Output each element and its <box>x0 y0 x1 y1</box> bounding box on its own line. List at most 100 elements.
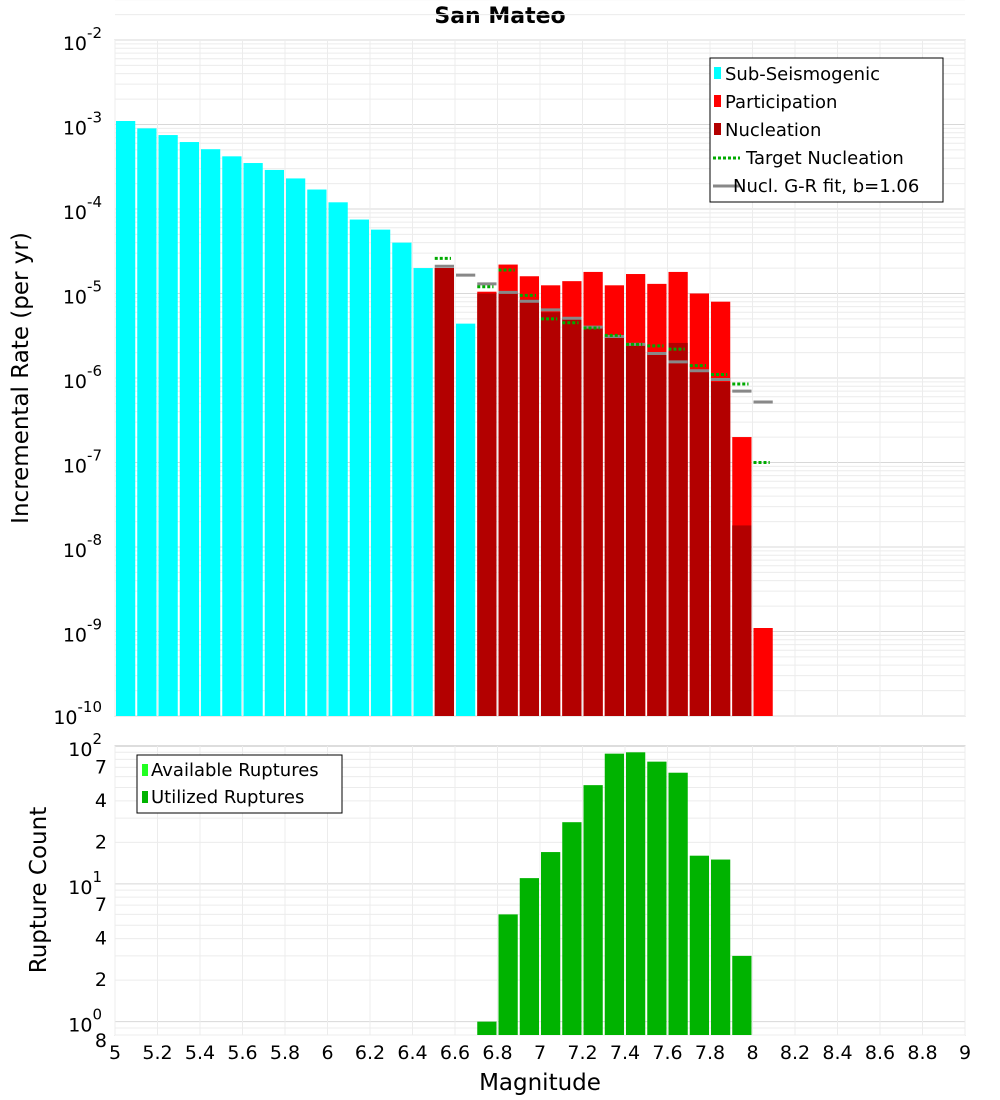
bar-utilized-ruptures-6.7 <box>477 1021 497 1035</box>
x-tick-label: 6 <box>321 1042 333 1064</box>
x-tick-label: 6.6 <box>440 1042 470 1064</box>
bar-utilized-ruptures-6.8 <box>498 914 518 1035</box>
bar-nucleation-6.5 <box>434 268 454 716</box>
bottom-y-minor-tick-label: 2 <box>95 969 107 991</box>
legend-label-nucleation: Nucleation <box>725 120 821 141</box>
x-tick-label: 6.2 <box>355 1042 385 1064</box>
bar-nucleation-7.6 <box>668 342 688 716</box>
x-tick-label: 8.4 <box>822 1042 852 1064</box>
bar-utilized-ruptures-7.8 <box>711 859 731 1035</box>
legend-label-available: Available Ruptures <box>151 760 319 781</box>
bar-nucleation-7.5 <box>647 352 667 716</box>
chart-title: San Mateo <box>434 4 565 29</box>
x-tick-label: 6.8 <box>482 1042 512 1064</box>
x-tick-label: 7.4 <box>610 1042 640 1064</box>
bar-utilized-ruptures-7.6 <box>668 772 688 1035</box>
bar-nucleation-7.3 <box>604 337 624 716</box>
top-bars <box>116 121 773 717</box>
bar-sub-seismogenic-6.1 <box>349 219 369 717</box>
x-tick-label: 7.2 <box>567 1042 597 1064</box>
bottom-grid <box>114 746 966 1036</box>
bar-sub-seismogenic-5.6 <box>243 163 263 716</box>
top-y-tick-label: 10-3 <box>63 109 102 140</box>
top-y-tick-label: 10-5 <box>63 278 102 309</box>
x-tick-label: 5.4 <box>185 1042 215 1064</box>
x-tick-label: 8.2 <box>780 1042 810 1064</box>
bottom-y-minor-tick-label: 7 <box>95 894 107 916</box>
legend-swatch-nucleation <box>714 123 721 135</box>
bar-utilized-ruptures-7.5 <box>647 761 667 1035</box>
bar-sub-seismogenic-6.2 <box>371 229 391 716</box>
bar-nucleation-7.0 <box>541 312 561 716</box>
x-tick-label: 5.8 <box>270 1042 300 1064</box>
bar-sub-seismogenic-5.1 <box>137 128 157 716</box>
bar-utilized-ruptures-6.9 <box>519 878 539 1035</box>
bar-utilized-ruptures-7.4 <box>626 752 646 1035</box>
top-y-tick-labels: 10-10 10-9 10-8 10-7 10-6 10-5 10-4 10-3 10-2 <box>53 24 102 729</box>
bar-sub-seismogenic-5.4 <box>201 149 221 716</box>
x-tick-labels: 5 5.2 5.4 5.6 5.8 6 6.2 6.4 6.6 6.8 7 7.2 7.4 7.6 7.8 8… <box>109 1042 971 1064</box>
x-tick-label: 7.8 <box>695 1042 725 1064</box>
bar-utilized-ruptures-7.3 <box>604 753 624 1035</box>
bottom-legend-box <box>136 754 343 814</box>
legend-label-sub_seismogenic: Sub-Seismogenic <box>725 64 880 85</box>
bottom-y-tick-label: 100 <box>68 1006 102 1037</box>
x-tick-label: 6.4 <box>397 1042 427 1064</box>
bar-sub-seismogenic-5.2 <box>158 135 178 717</box>
bar-utilized-ruptures-7.7 <box>689 855 709 1035</box>
bar-sub-seismogenic-5.9 <box>307 189 327 716</box>
bottom-y-minor-tick-label: 2 <box>95 831 107 853</box>
bar-nucleation-7.4 <box>626 344 646 716</box>
bottom-y-tick-label: 101 <box>68 868 102 899</box>
bar-utilized-ruptures-7.9 <box>732 955 752 1035</box>
bar-nucleation-7.2 <box>583 327 603 716</box>
bottom-bars <box>477 752 752 1035</box>
top-reference-lines <box>434 256 773 464</box>
bar-sub-seismogenic-6.4 <box>413 268 433 716</box>
x-tick-label: 7 <box>534 1042 546 1064</box>
x-axis-label: Magnitude <box>479 1070 601 1096</box>
bar-sub-seismogenic-5.3 <box>179 142 199 716</box>
bottom-y-minor-tick-label: 4 <box>95 790 107 812</box>
bar-sub-seismogenic-6.3 <box>392 242 412 717</box>
legend-label-utilized: Utilized Ruptures <box>151 787 304 808</box>
top-y-tick-label: 10-4 <box>63 193 102 224</box>
legend-swatch-participation <box>714 95 721 107</box>
bar-sub-seismogenic-5.0 <box>116 121 136 716</box>
top-y-tick-label: 10-2 <box>63 24 102 55</box>
x-tick-label: 7.6 <box>652 1042 682 1064</box>
bar-utilized-ruptures-7.0 <box>541 852 561 1035</box>
top-y-tick-label: 10-8 <box>63 531 102 562</box>
bar-nucleation-6.9 <box>519 299 539 716</box>
bar-utilized-ruptures-7.2 <box>583 785 603 1035</box>
x-tick-label: 5.2 <box>142 1042 172 1064</box>
top-y-tick-label: 10-10 <box>53 698 102 729</box>
bar-sub-seismogenic-6.0 <box>328 202 348 716</box>
x-tick-label: 5 <box>109 1042 121 1064</box>
top-y-tick-label: 10-7 <box>63 447 102 478</box>
top-y-tick-label: 10-9 <box>63 616 102 647</box>
legend-label-gr_fit: Nucl. G-R fit, b=1.06 <box>733 176 919 197</box>
top-y-axis-label: Incremental Rate (per yr) <box>8 232 34 524</box>
bar-sub-seismogenic-5.8 <box>286 178 306 717</box>
bottom-y-axis-label: Rupture Count <box>26 807 52 973</box>
bar-utilized-ruptures-7.1 <box>562 822 582 1035</box>
bar-sub-seismogenic-6.6 <box>456 323 476 716</box>
legend-swatch-sub_seismogenic <box>714 67 721 79</box>
bar-participation-8.0 <box>753 628 773 716</box>
x-tick-label: 8.6 <box>865 1042 895 1064</box>
bar-nucleation-6.8 <box>498 293 518 716</box>
x-tick-label: 8 <box>746 1042 758 1064</box>
bar-nucleation-6.7 <box>477 293 497 716</box>
bar-nucleation-7.9 <box>732 525 752 716</box>
bar-nucleation-7.7 <box>689 371 709 716</box>
top-legend: Sub-Seismogenic Participation Nucleation Ta… <box>709 57 944 203</box>
top-panel: 10-10 10-9 10-8 10-7 10-6 10-5 10-4 10-3 10-2 In… <box>8 0 966 729</box>
bottom-y-minor-tick-label: 4 <box>95 928 107 950</box>
bottom-y-tick-label: 102 <box>68 730 102 761</box>
legend-label-participation: Participation <box>725 92 837 113</box>
x-tick-label: 8.8 <box>907 1042 937 1064</box>
